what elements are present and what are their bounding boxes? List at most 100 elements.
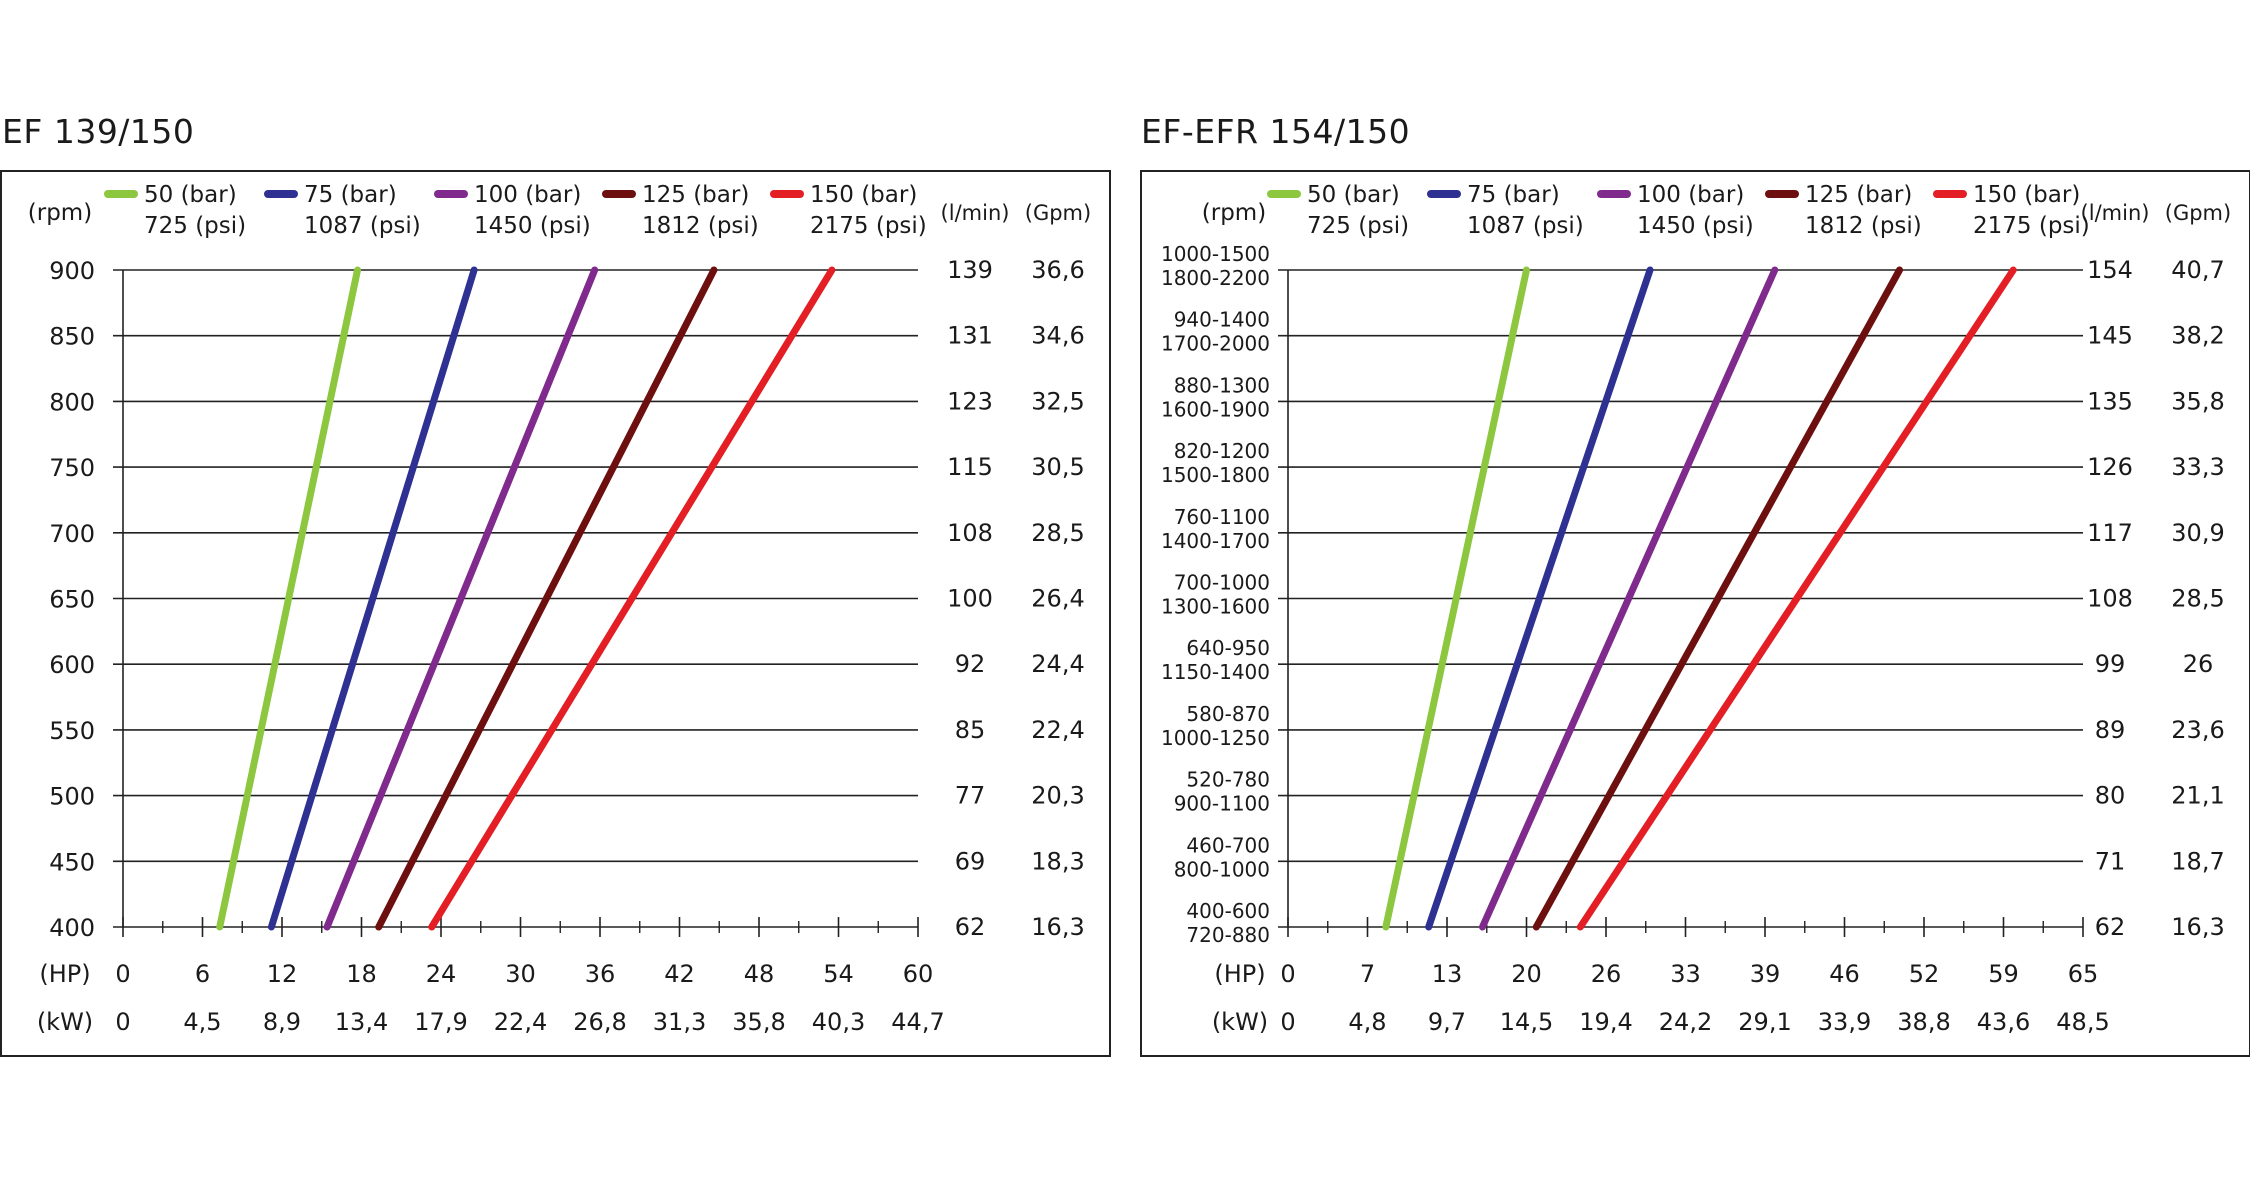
chart-title-left: EF 139/150	[2, 112, 195, 151]
x-unit-kw: (kW)	[37, 1008, 93, 1036]
x-unit-hp: (HP)	[1214, 960, 1265, 988]
legend-label: 150 (bar)	[1973, 182, 2080, 208]
x-tick-label-kw: 0	[1280, 1008, 1295, 1036]
y-tick-label-bottom: 900-1100	[1174, 792, 1270, 816]
legend-sub-label: 725 (psi)	[1307, 213, 1409, 239]
x-tick-label-hp: 26	[1591, 960, 1622, 988]
y-tick-label-bottom: 1500-1800	[1161, 463, 1270, 487]
y-tick-label-top: 400-600	[1186, 899, 1270, 923]
y-tick-label-top: 580-870	[1186, 702, 1270, 726]
y-tick-label: 850	[49, 323, 95, 351]
right-gpm-label: 28,5	[1031, 519, 1084, 547]
right-lmin-label: 154	[2087, 256, 2133, 284]
right-lmin-label: 69	[955, 847, 986, 875]
chart-right: (rpm) (l/min) (Gpm) 50 (bar) 725 (psi) 75 (ba…	[1140, 170, 2250, 1057]
legend-sub-label: 2175 (psi)	[810, 213, 927, 239]
x-tick-label-kw: 22,4	[494, 1008, 547, 1036]
x-tick-label-hp: 59	[1988, 960, 2019, 988]
series-line	[375, 266, 718, 931]
x-tick-label-kw: 14,5	[1500, 1008, 1553, 1036]
x-tick-label-hp: 13	[1432, 960, 1463, 988]
right-gpm-label: 23,6	[2171, 716, 2224, 744]
series-line	[1532, 266, 1904, 931]
right-gpm-label: 26	[2183, 650, 2214, 678]
right-gpm-label: 16,3	[1031, 913, 1084, 941]
right-gpm-label: 28,5	[2171, 585, 2224, 613]
y-tick-label-bottom: 720-880	[1186, 923, 1270, 947]
x-tick-label-kw: 44,7	[891, 1008, 944, 1036]
legend-label: 100 (bar)	[1637, 182, 1744, 208]
x-tick-label-kw: 33,9	[1818, 1008, 1871, 1036]
right-lmin-label: 71	[2095, 847, 2126, 875]
right-gpm-label: 21,1	[2171, 782, 2224, 810]
y-tick-label-bottom: 1300-1600	[1161, 595, 1270, 619]
x-tick-label-hp: 0	[1280, 960, 1295, 988]
right-lmin-label: 131	[947, 322, 993, 350]
x-tick-label-kw: 38,8	[1897, 1008, 1950, 1036]
right-lmin-label: 139	[947, 256, 993, 284]
x-tick-label-hp: 65	[2068, 960, 2099, 988]
x-tick-label-hp: 18	[346, 960, 377, 988]
x-tick-label-hp: 20	[1511, 960, 1542, 988]
x-unit-kw: (kW)	[1212, 1008, 1268, 1036]
series-line	[216, 266, 362, 931]
x-tick-label-kw: 48,5	[2056, 1008, 2109, 1036]
x-tick-label-hp: 60	[903, 960, 934, 988]
legend-sub-label: 2175 (psi)	[1973, 213, 2090, 239]
legend-label: 125 (bar)	[642, 182, 749, 208]
x-tick-label-kw: 26,8	[573, 1008, 626, 1036]
x-tick-label-kw: 4,5	[183, 1008, 221, 1036]
legend-label: 75 (bar)	[1467, 182, 1560, 208]
y-tick-label-top: 640-950	[1186, 636, 1270, 660]
x-tick-label-kw: 24,2	[1659, 1008, 1712, 1036]
x-tick-label-hp: 30	[505, 960, 536, 988]
right-lmin-label: 62	[955, 913, 986, 941]
series-line	[428, 266, 836, 931]
y-tick-label: 600	[49, 651, 95, 679]
right-lmin-label: 80	[2095, 782, 2126, 810]
y-tick-label: 750	[49, 454, 95, 482]
y-tick-label: 550	[49, 717, 95, 745]
right-gpm-label: 16,3	[2171, 913, 2224, 941]
legend-sub-label: 1812 (psi)	[1805, 213, 1922, 239]
legend-sub-label: 1087 (psi)	[1467, 213, 1584, 239]
chart-title-right: EF-EFR 154/150	[1141, 112, 1411, 151]
x-tick-label-kw: 0	[115, 1008, 130, 1036]
right-lmin-label: 89	[2095, 716, 2126, 744]
y-tick-label-top: 940-1400	[1174, 308, 1270, 332]
y-tick-label-bottom: 800-1000	[1174, 857, 1270, 881]
x-tick-label-hp: 12	[267, 960, 298, 988]
legend-sub-label: 725 (psi)	[144, 213, 246, 239]
x-tick-label-kw: 35,8	[732, 1008, 785, 1036]
y-tick-label-top: 700-1000	[1174, 571, 1270, 595]
x-tick-label-hp: 39	[1750, 960, 1781, 988]
right-lmin-label: 126	[2087, 453, 2133, 481]
x-tick-label-kw: 31,3	[653, 1008, 706, 1036]
series-line	[267, 266, 478, 931]
x-tick-label-hp: 36	[585, 960, 616, 988]
y-tick-label-top: 880-1300	[1174, 373, 1270, 397]
series-line	[1478, 266, 1779, 931]
x-tick-label-hp: 7	[1360, 960, 1375, 988]
right-lmin-label: 92	[955, 650, 986, 678]
series-line	[1576, 266, 2017, 931]
y-tick-label: 650	[49, 586, 95, 614]
x-tick-label-hp: 33	[1670, 960, 1701, 988]
right-gpm-label: 18,3	[1031, 847, 1084, 875]
x-tick-label-hp: 6	[195, 960, 210, 988]
y-tick-label: 800	[49, 388, 95, 416]
right-lmin-label: 100	[947, 585, 993, 613]
right-lmin-label: 99	[2095, 650, 2126, 678]
chart-frame	[1140, 170, 2250, 1057]
right-lmin-label: 117	[2087, 519, 2133, 547]
series-line	[1382, 266, 1530, 931]
x-tick-label-kw: 43,6	[1977, 1008, 2030, 1036]
right-gpm-label: 30,5	[1031, 453, 1084, 481]
y-unit-label: (rpm)	[1202, 200, 1266, 226]
right-gpm-label: 32,5	[1031, 387, 1084, 415]
right-gpm-label: 36,6	[1031, 256, 1084, 284]
legend-sub-label: 1450 (psi)	[474, 213, 591, 239]
legend-label: 50 (bar)	[1307, 182, 1400, 208]
right-unit-lmin: (l/min)	[2081, 201, 2150, 225]
series-line	[1425, 266, 1654, 931]
